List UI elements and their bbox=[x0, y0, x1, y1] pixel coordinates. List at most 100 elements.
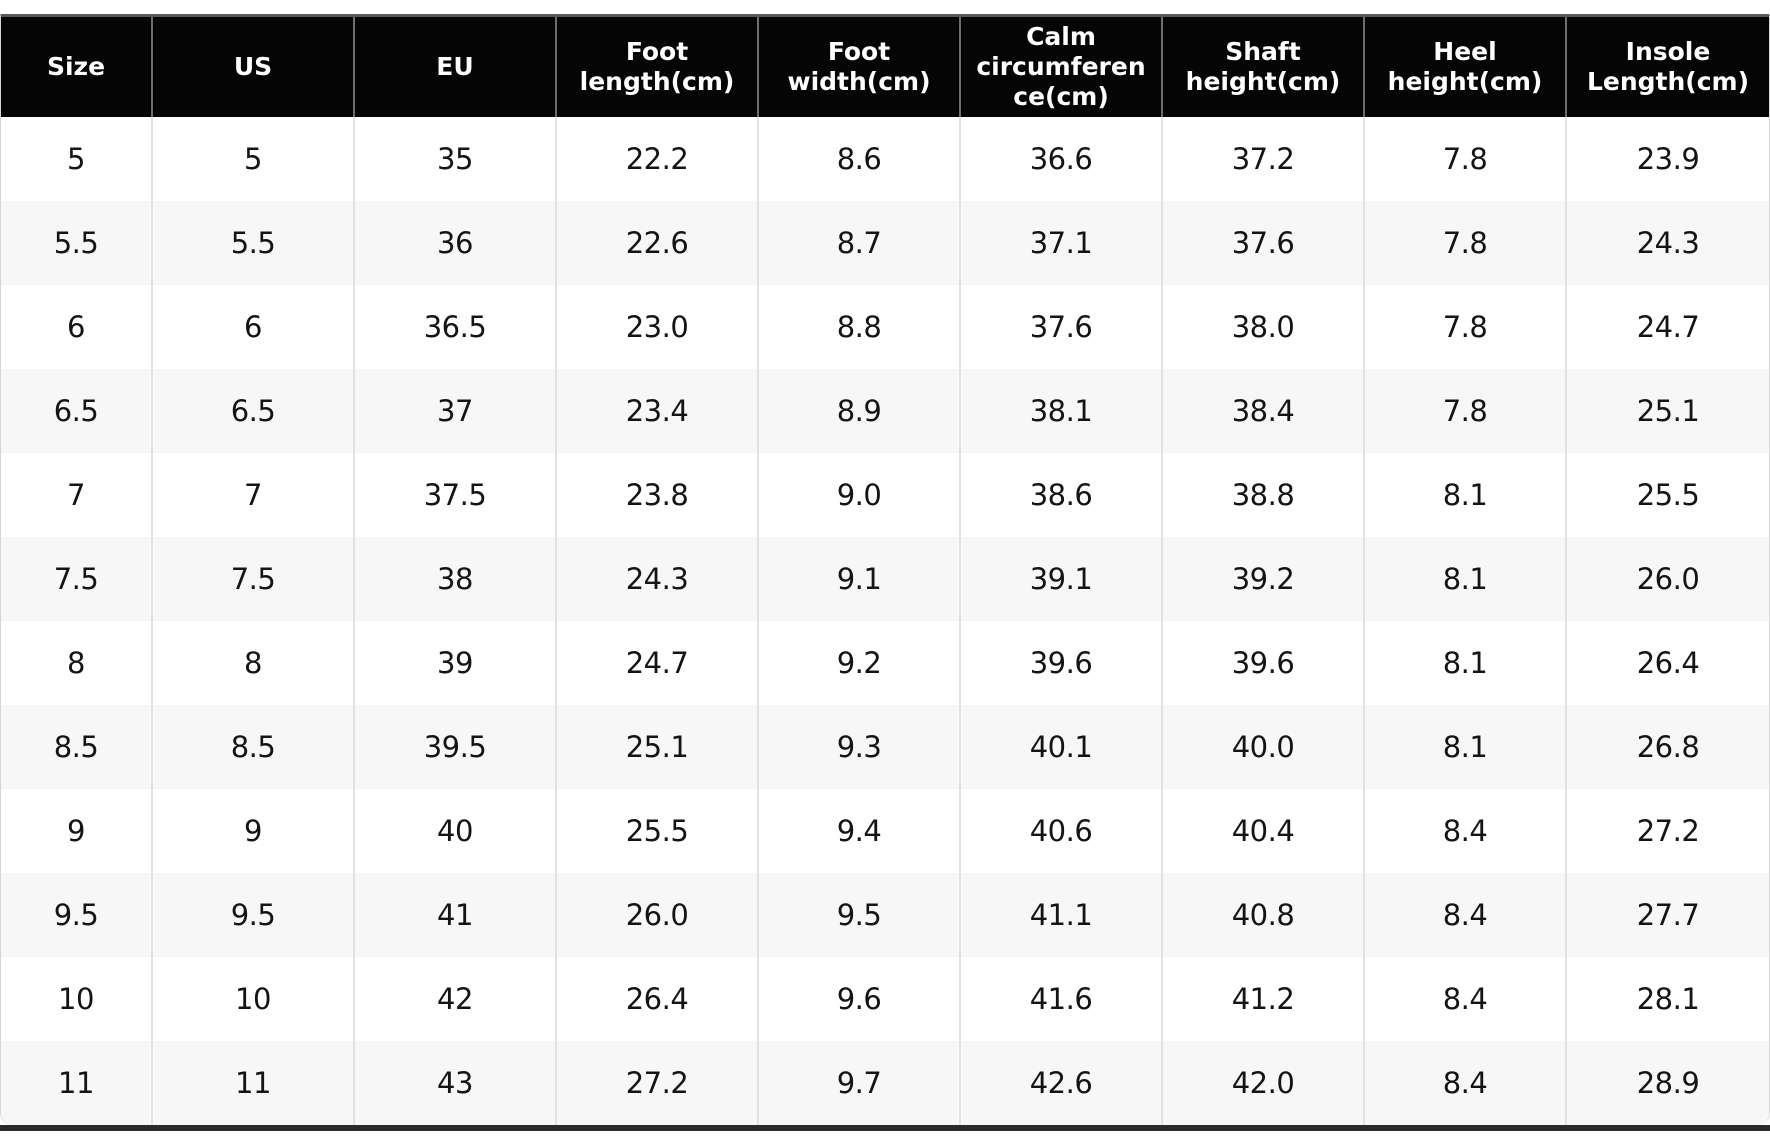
table-cell: 26.4 bbox=[1636, 646, 1700, 680]
table-cell: 25.1 bbox=[1636, 394, 1700, 428]
header-cell-us: US bbox=[153, 17, 355, 117]
table-cell: 40.1 bbox=[961, 705, 1163, 789]
table-cell: 8.1 bbox=[1365, 705, 1567, 789]
table-cell: 9.0 bbox=[759, 453, 961, 537]
table-cell: 5 bbox=[153, 117, 355, 201]
table-row: 5 5 35 22.2 8.6 36.6 37.2 7.8 23.9 bbox=[1, 117, 1769, 201]
table-cell: 39.1 bbox=[961, 537, 1163, 621]
table-cell: 41.1 bbox=[961, 873, 1163, 957]
table-cell: 8.8 bbox=[759, 285, 961, 369]
table-row: 8 8 39 24.7 9.2 39.6 39.6 8.1 26.4 bbox=[1, 621, 1769, 705]
table-cell: 9.1 bbox=[759, 537, 961, 621]
table-cell: 7 bbox=[1, 453, 153, 537]
table-cell: 6.5 bbox=[1, 369, 153, 453]
table-cell: 25.5 bbox=[1636, 478, 1700, 512]
table-row: 9.5 9.5 41 26.0 9.5 41.1 40.8 8.4 27.7 bbox=[1, 873, 1769, 957]
table-cell: 37.1 bbox=[961, 201, 1163, 285]
table-cell: 36 bbox=[355, 201, 557, 285]
table-cell: 8 bbox=[153, 621, 355, 705]
table-cell: 38.6 bbox=[961, 453, 1163, 537]
page: Size US EU Foot length(cm) Foot width(cm) Cal… bbox=[0, 14, 1770, 1145]
table-row: 7.5 7.5 38 24.3 9.1 39.1 39.2 8.1 26.0 bbox=[1, 537, 1769, 621]
header-cell-calm-circumference-cm: Calm circumference(cm) bbox=[961, 17, 1163, 117]
table-cell: 23.4 bbox=[557, 369, 759, 453]
table-cell: 8.6 bbox=[759, 117, 961, 201]
table-row: 6 6 36.5 23.0 8.8 37.6 38.0 7.8 24.7 bbox=[1, 285, 1769, 369]
table-cell: 8.9 bbox=[759, 369, 961, 453]
table-header-row: Size US EU Foot length(cm) Foot width(cm) Cal… bbox=[1, 17, 1769, 117]
header-cell-eu: EU bbox=[355, 17, 557, 117]
table-row: 6.5 6.5 37 23.4 8.9 38.1 38.4 7.8 25.1 bbox=[1, 369, 1769, 453]
table-cell: 9.5 bbox=[759, 873, 961, 957]
table-cell: 11 bbox=[153, 1041, 355, 1125]
table-cell: 6.5 bbox=[153, 369, 355, 453]
bottom-divider bbox=[0, 1125, 1770, 1131]
table-row: 5.5 5.5 36 22.6 8.7 37.1 37.6 7.8 24.3 bbox=[1, 201, 1769, 285]
table-cell: 40 bbox=[355, 789, 557, 873]
table-cell: 41.2 bbox=[1163, 957, 1365, 1041]
table-cell: 26.4 bbox=[557, 957, 759, 1041]
table-cell: 23.8 bbox=[557, 453, 759, 537]
table-cell: 41.6 bbox=[961, 957, 1163, 1041]
table-cell: 8.5 bbox=[153, 705, 355, 789]
table-cell: 37.2 bbox=[1163, 117, 1365, 201]
table-cell: 5.5 bbox=[1, 201, 153, 285]
header-cell-heel-height-cm: Heel height(cm) bbox=[1365, 17, 1567, 117]
table-cell: 7 bbox=[153, 453, 355, 537]
table-cell: 8.4 bbox=[1365, 789, 1567, 873]
table-cell: 7.8 bbox=[1365, 117, 1567, 201]
table-cell: 26.0 bbox=[557, 873, 759, 957]
table-cell: 43 bbox=[355, 1041, 557, 1125]
table-cell: 27.2 bbox=[1636, 814, 1700, 848]
table-cell: 8.4 bbox=[1365, 873, 1567, 957]
table-row: 9 9 40 25.5 9.4 40.6 40.4 8.4 27.2 bbox=[1, 789, 1769, 873]
table-cell: 37.6 bbox=[1163, 201, 1365, 285]
table-cell: 11 bbox=[1, 1041, 153, 1125]
table-cell: 6 bbox=[153, 285, 355, 369]
header-cell-foot-width-cm: Foot width(cm) bbox=[759, 17, 961, 117]
table-cell: 5 bbox=[1, 117, 153, 201]
table-cell: 9.3 bbox=[759, 705, 961, 789]
table-cell: 5.5 bbox=[153, 201, 355, 285]
table-cell: 39.2 bbox=[1163, 537, 1365, 621]
table-cell: 8.1 bbox=[1365, 537, 1567, 621]
table-cell: 7.8 bbox=[1365, 201, 1567, 285]
table-cell: 8.7 bbox=[759, 201, 961, 285]
table-cell: 9.4 bbox=[759, 789, 961, 873]
table-cell: 26.8 bbox=[1636, 730, 1700, 764]
table-cell: 8.4 bbox=[1365, 1041, 1567, 1125]
header-cell-insole-length-cm: Insole Length(cm) bbox=[1567, 17, 1769, 117]
table-cell: 40.4 bbox=[1163, 789, 1365, 873]
header-cell-size: Size bbox=[1, 17, 153, 117]
table-cell: 9.7 bbox=[759, 1041, 961, 1125]
table-cell: 7.8 bbox=[1365, 285, 1567, 369]
table-cell: 25.5 bbox=[557, 789, 759, 873]
table-cell: 37.6 bbox=[961, 285, 1163, 369]
table-cell: 8.4 bbox=[1365, 957, 1567, 1041]
table-cell: 9 bbox=[153, 789, 355, 873]
table-cell: 24.7 bbox=[1636, 310, 1700, 344]
table-cell: 39 bbox=[355, 621, 557, 705]
table-cell: 8 bbox=[1, 621, 153, 705]
table-cell: 9.5 bbox=[1, 873, 153, 957]
table-cell: 7.5 bbox=[153, 537, 355, 621]
table-cell: 24.7 bbox=[557, 621, 759, 705]
table-cell: 9.2 bbox=[759, 621, 961, 705]
table-cell: 10 bbox=[153, 957, 355, 1041]
table-cell: 25.1 bbox=[557, 705, 759, 789]
header-cell-foot-length-cm: Foot length(cm) bbox=[557, 17, 759, 117]
table-cell: 38.8 bbox=[1163, 453, 1365, 537]
table-cell: 28.1 bbox=[1636, 982, 1700, 1016]
table-cell: 8.1 bbox=[1365, 621, 1567, 705]
table-cell: 36.5 bbox=[355, 285, 557, 369]
table-cell: 40.0 bbox=[1163, 705, 1365, 789]
table-cell: 37 bbox=[355, 369, 557, 453]
table-cell: 39.6 bbox=[961, 621, 1163, 705]
table-cell: 24.3 bbox=[557, 537, 759, 621]
table-cell: 39.6 bbox=[1163, 621, 1365, 705]
table-cell: 28.9 bbox=[1636, 1066, 1700, 1100]
table-row: 8.5 8.5 39.5 25.1 9.3 40.1 40.0 8.1 26.8 bbox=[1, 705, 1769, 789]
table-cell: 38 bbox=[355, 537, 557, 621]
table-cell: 27.2 bbox=[557, 1041, 759, 1125]
table-cell: 36.6 bbox=[961, 117, 1163, 201]
